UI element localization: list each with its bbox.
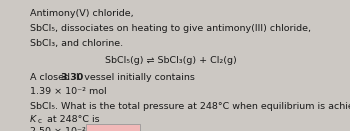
Text: Antimony(V) chloride,: Antimony(V) chloride,	[30, 9, 133, 18]
Text: 1.39 × 10⁻² mol: 1.39 × 10⁻² mol	[30, 87, 106, 96]
Text: c: c	[37, 118, 41, 124]
Text: L vessel initially contains: L vessel initially contains	[73, 73, 195, 82]
FancyBboxPatch shape	[86, 124, 140, 131]
Text: 2.50 × 10⁻².: 2.50 × 10⁻².	[30, 127, 89, 131]
Text: SbCl₅. What is the total pressure at 248°C when equilibrium is achieved? The val: SbCl₅. What is the total pressure at 248…	[30, 102, 350, 111]
Text: A closed: A closed	[30, 73, 73, 82]
Text: K: K	[30, 115, 36, 124]
Text: SbCl₅, dissociates on heating to give antimony(III) chloride,: SbCl₅, dissociates on heating to give an…	[30, 24, 311, 33]
Text: SbCl₅(g) ⇌ SbCl₃(g) + Cl₂(g): SbCl₅(g) ⇌ SbCl₃(g) + Cl₂(g)	[105, 56, 237, 65]
Text: 3.30: 3.30	[61, 73, 84, 82]
Text: at 248°C is: at 248°C is	[44, 115, 99, 124]
Text: SbCl₃, and chlorine.: SbCl₃, and chlorine.	[30, 39, 123, 48]
